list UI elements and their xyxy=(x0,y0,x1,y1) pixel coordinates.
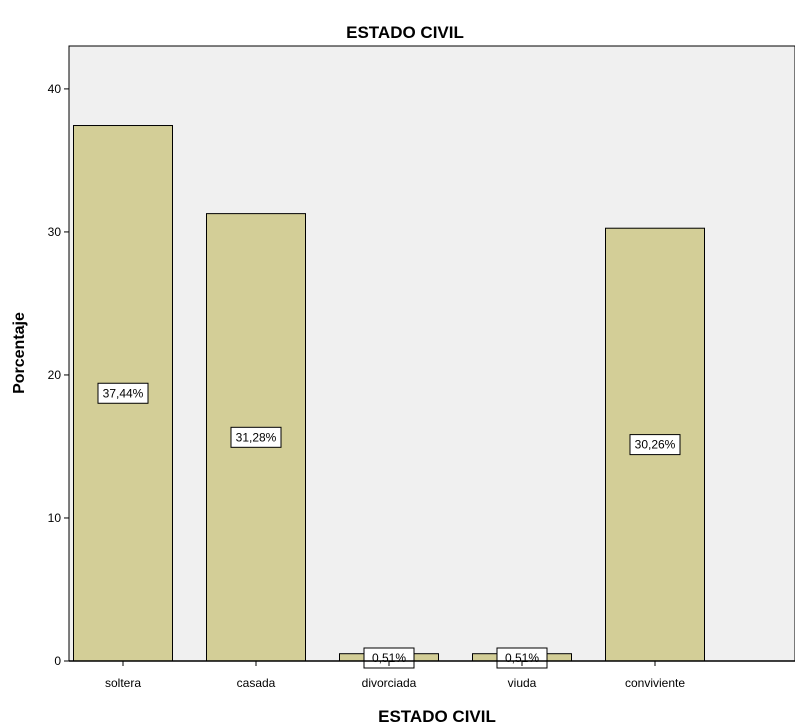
y-tick-label: 40 xyxy=(48,82,62,96)
data-label-box xyxy=(363,647,415,669)
data-label: 30,26% xyxy=(635,438,676,452)
data-label-box xyxy=(496,647,548,669)
x-tick-label: casada xyxy=(237,676,276,690)
data-label-box xyxy=(230,426,282,448)
chart-title: ESTADO CIVIL xyxy=(346,23,464,42)
data-label-box xyxy=(629,434,681,456)
y-tick-label: 10 xyxy=(48,511,62,525)
y-axis: 0 10 20 30 40 xyxy=(48,82,69,668)
x-tick-label: soltera xyxy=(105,676,141,690)
y-tick-label: 0 xyxy=(54,654,61,668)
data-label: 31,28% xyxy=(236,430,277,444)
bars: 37,44%31,28%0,51% 0,51%30,26% xyxy=(73,125,705,669)
y-axis-label: Porcentaje xyxy=(11,312,28,394)
bar-soltera xyxy=(73,125,173,662)
data-label-box xyxy=(97,382,149,404)
x-tick-label: divorciada xyxy=(362,676,417,690)
y-tick-label: 30 xyxy=(48,225,62,239)
x-tick-label: viuda xyxy=(508,676,537,690)
y-tick-label: 20 xyxy=(48,368,62,382)
x-tick-label: conviviente xyxy=(625,676,685,690)
x-axis: soltera casada divorciada viuda conviviente xyxy=(105,661,685,690)
data-label: 37,44% xyxy=(103,386,144,400)
x-axis-label: ESTADO CIVIL xyxy=(378,707,496,726)
